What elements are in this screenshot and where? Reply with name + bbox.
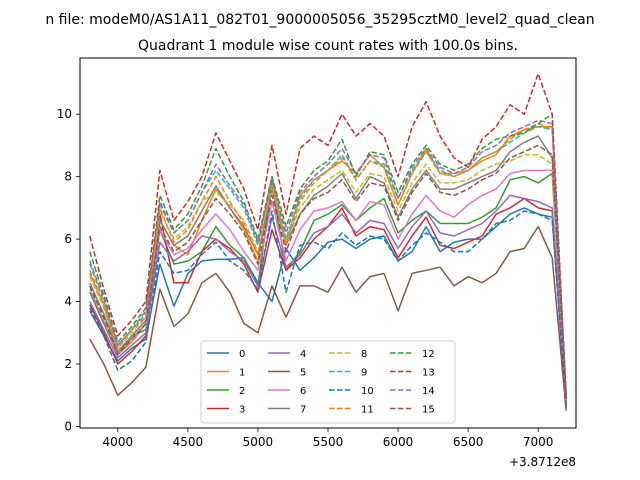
y-tick-label: 10 xyxy=(57,107,72,121)
legend-label-1: 1 xyxy=(239,368,245,379)
legend-label-2: 2 xyxy=(239,386,245,397)
x-axis: 4000 4500 5000 5500 6000 6500 7000 xyxy=(103,428,554,449)
legend-label-14: 14 xyxy=(422,386,435,397)
series-line-9 xyxy=(89,125,567,399)
y-tick-label: 2 xyxy=(64,357,72,371)
legend-label-12: 12 xyxy=(422,349,435,360)
x-tick-label: 5000 xyxy=(243,435,274,449)
x-tick-label: 5500 xyxy=(313,435,344,449)
legend-label-15: 15 xyxy=(422,405,435,416)
legend-label-9: 9 xyxy=(361,368,367,379)
y-axis: 0 2 4 6 8 10 xyxy=(57,107,80,433)
legend-label-8: 8 xyxy=(361,349,367,360)
series-line-12 xyxy=(89,113,567,399)
series-line-10 xyxy=(89,210,567,408)
series-line-6 xyxy=(89,169,567,405)
y-tick-label: 0 xyxy=(64,419,72,433)
series-line-11 xyxy=(89,122,567,399)
series-line-2 xyxy=(89,172,567,402)
legend-label-5: 5 xyxy=(300,368,306,379)
series-layer xyxy=(89,72,567,411)
series-line-13 xyxy=(89,72,567,396)
legend-label-6: 6 xyxy=(300,386,306,397)
legend-label-0: 0 xyxy=(239,349,245,360)
series-line-5 xyxy=(89,225,567,411)
series-line-14 xyxy=(89,119,567,399)
legend-label-7: 7 xyxy=(300,405,306,416)
y-tick-label: 8 xyxy=(64,170,72,184)
legend-label-11: 11 xyxy=(361,405,374,416)
legend-label-4: 4 xyxy=(300,349,306,360)
chart-title: Quadrant 1 module wise count rates with … xyxy=(138,38,518,54)
x-tick-label: 6000 xyxy=(383,435,414,449)
series-line-4 xyxy=(89,194,567,408)
figure-suptitle: n file: modeM0/AS1A11_082T01_9000005056_… xyxy=(45,12,594,28)
x-tick-label: 4500 xyxy=(173,435,204,449)
x-tick-label: 7000 xyxy=(523,435,554,449)
series-line-8 xyxy=(89,154,567,402)
x-offset-label: +3.8712e8 xyxy=(509,455,576,469)
y-tick-label: 6 xyxy=(64,232,72,246)
legend-box xyxy=(200,340,456,424)
x-tick-label: 6500 xyxy=(453,435,484,449)
series-line-15 xyxy=(89,144,567,402)
legend-label-13: 13 xyxy=(422,368,435,379)
x-tick-label: 4000 xyxy=(103,435,134,449)
y-tick-label: 4 xyxy=(64,295,72,309)
legend-label-3: 3 xyxy=(239,405,245,416)
legend-label-10: 10 xyxy=(361,386,374,397)
series-line-7 xyxy=(89,135,567,402)
